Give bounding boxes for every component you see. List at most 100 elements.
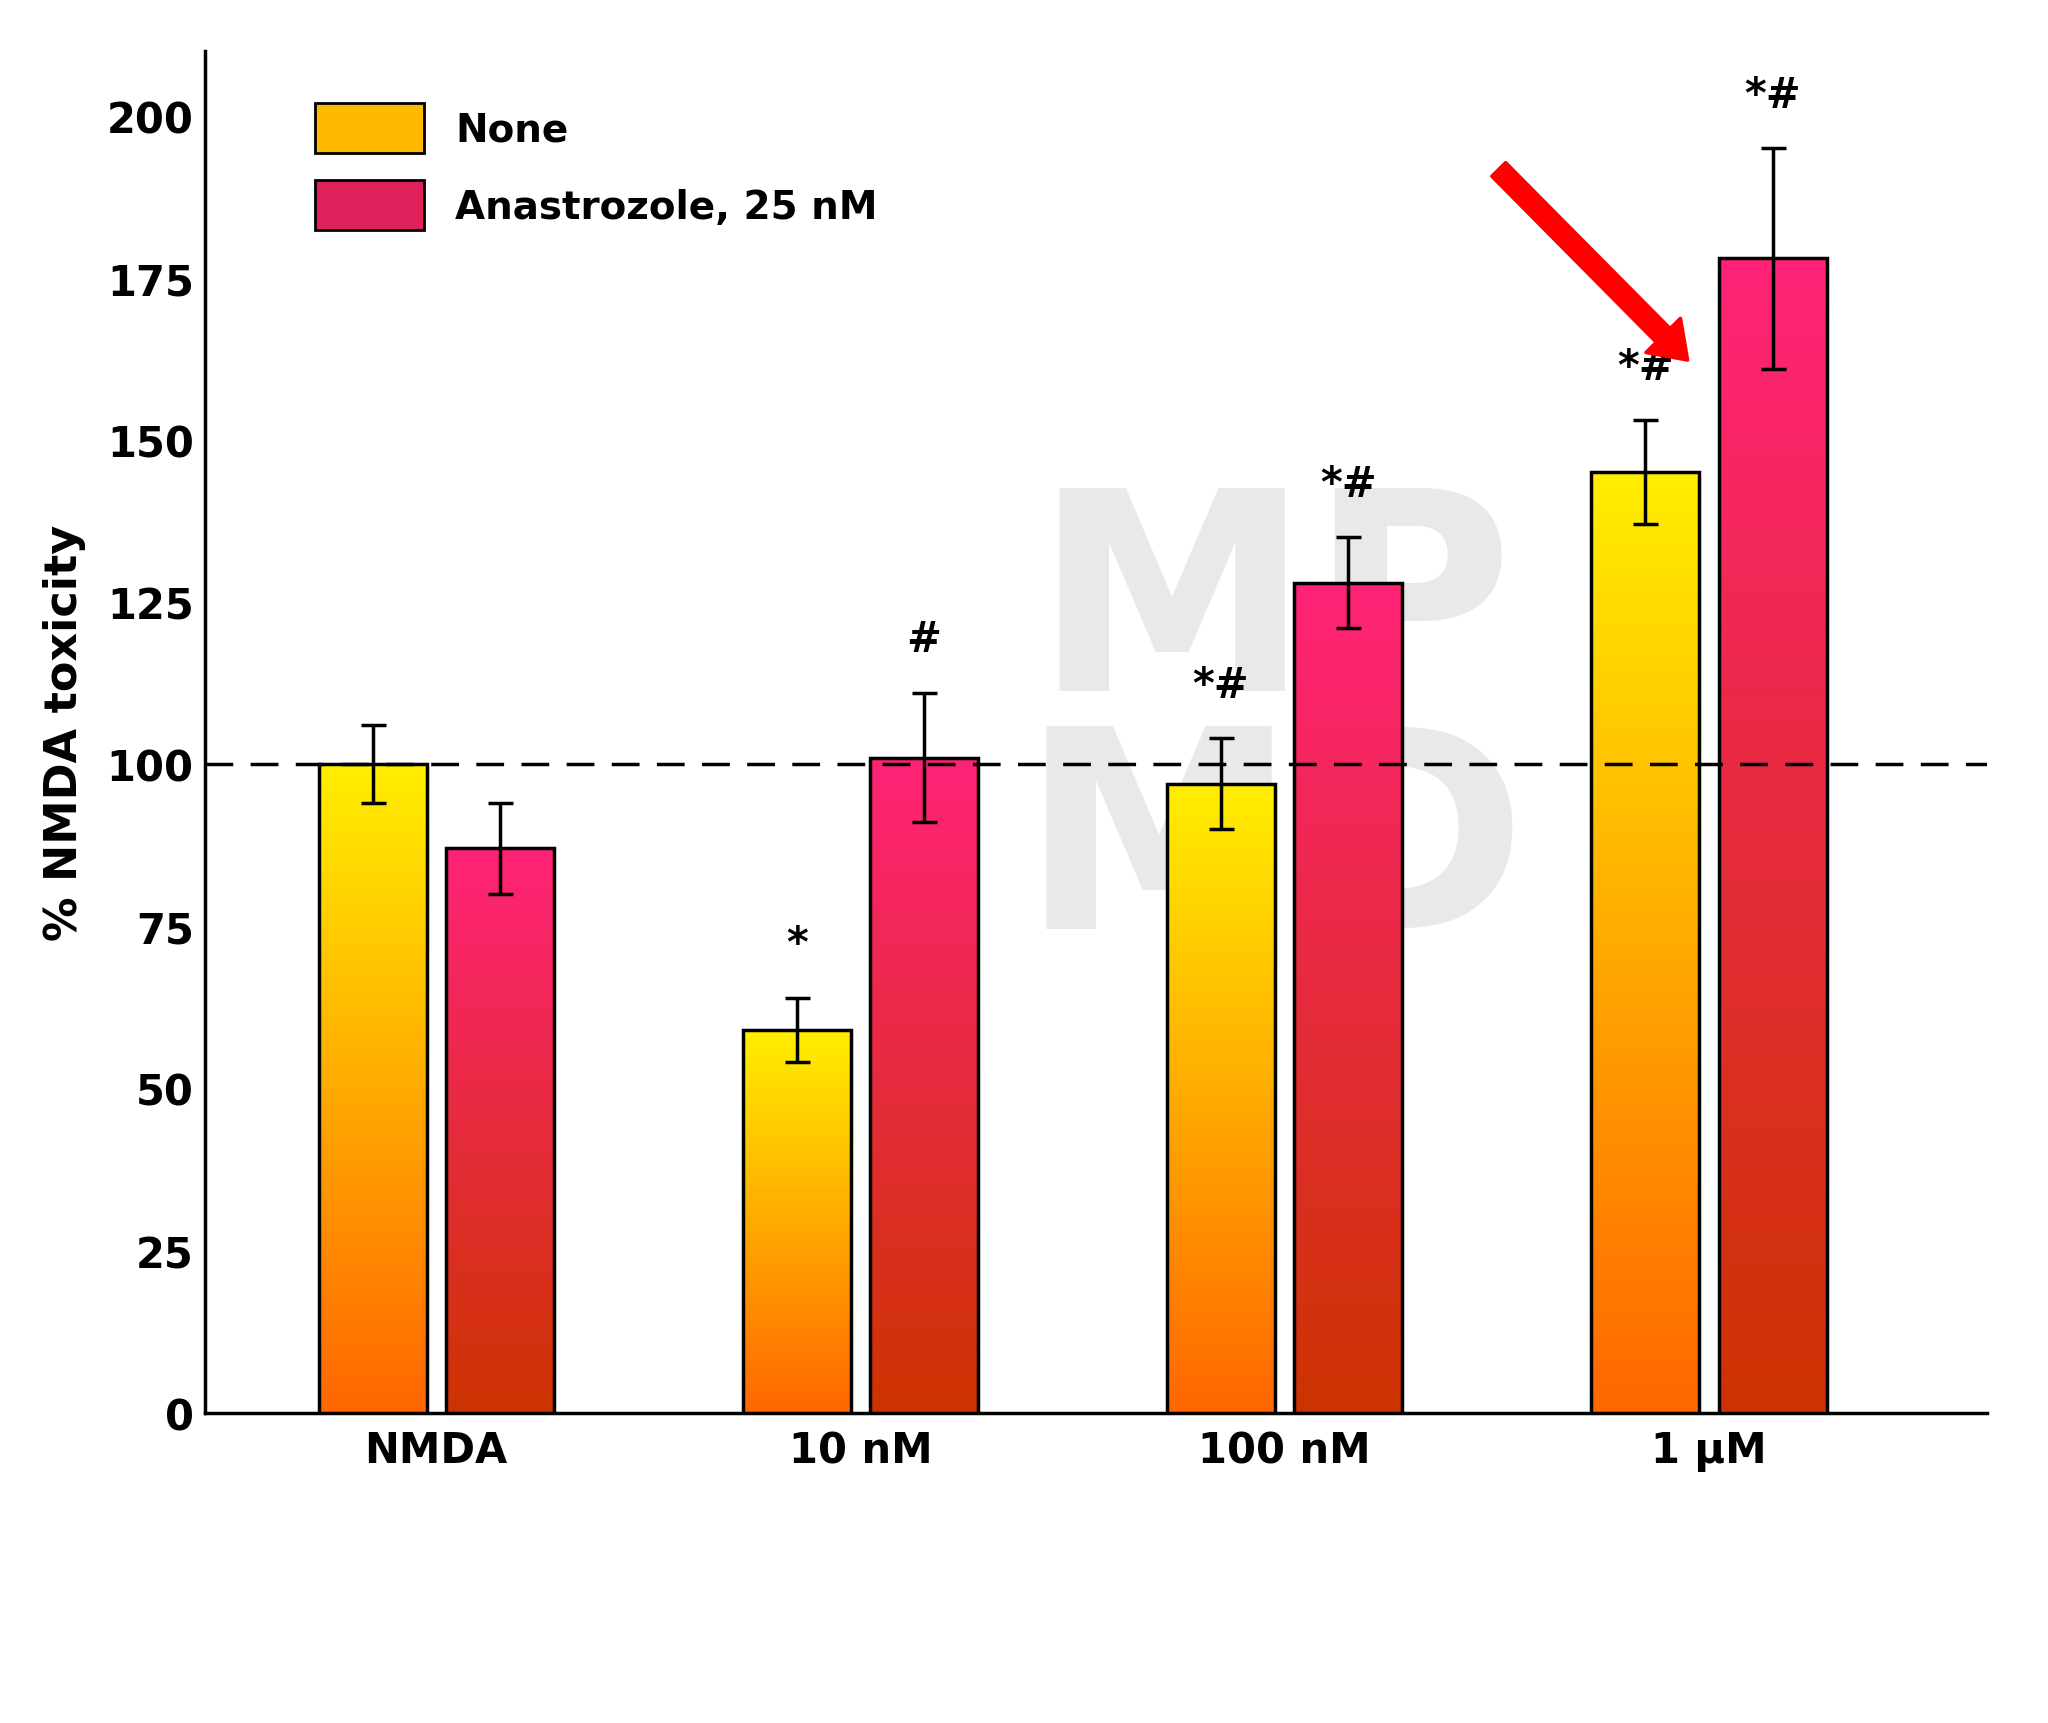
Bar (1167, 820, 1276, 822)
Bar (1167, 1392, 1276, 1394)
Bar (446, 1158, 553, 1160)
Bar (1591, 1237, 1700, 1241)
Bar (1167, 999, 1276, 1003)
Bar (1591, 830, 1700, 834)
Bar (1294, 1006, 1403, 1010)
Bar (1591, 751, 1700, 755)
Bar (319, 1373, 426, 1377)
Bar (319, 1359, 426, 1361)
Bar (446, 910, 553, 911)
Bar (1167, 1323, 1276, 1325)
Bar (870, 1048, 979, 1051)
Bar (1167, 913, 1276, 917)
Bar (446, 849, 553, 1413)
Bar (1294, 1340, 1403, 1344)
Bar (319, 955, 426, 956)
Bar (1167, 805, 1276, 806)
Bar (319, 1404, 426, 1406)
Bar (446, 1199, 553, 1201)
Bar (1294, 617, 1403, 619)
Bar (319, 961, 426, 963)
Bar (1591, 958, 1700, 961)
Bar (1591, 539, 1700, 543)
Bar (870, 1306, 979, 1308)
Bar (319, 1020, 426, 1022)
Bar (1167, 1291, 1276, 1294)
Bar (1294, 1180, 1403, 1184)
Bar (319, 1144, 426, 1148)
Bar (319, 1406, 426, 1408)
Bar (446, 1320, 553, 1323)
Bar (319, 1225, 426, 1227)
Bar (446, 1254, 553, 1256)
Bar (1591, 786, 1700, 789)
Bar (1294, 1142, 1403, 1144)
Bar (446, 1034, 553, 1036)
Bar (1167, 1056, 1276, 1058)
Bar (1591, 765, 1700, 767)
Bar (446, 915, 553, 917)
Bar (1718, 882, 1827, 886)
Bar (1294, 1203, 1403, 1206)
Bar (446, 1048, 553, 1049)
Bar (319, 1285, 426, 1287)
Bar (1591, 1161, 1700, 1165)
Bar (319, 1053, 426, 1054)
Bar (1591, 1053, 1700, 1056)
Bar (870, 1396, 979, 1397)
Bar (870, 846, 979, 848)
Bar (1167, 1382, 1276, 1384)
Bar (1167, 1387, 1276, 1390)
Bar (319, 1168, 426, 1172)
Bar (1591, 551, 1700, 555)
Bar (1294, 1216, 1403, 1220)
Bar (446, 1401, 553, 1404)
Bar (446, 1335, 553, 1337)
Bar (1718, 967, 1827, 970)
Bar (1591, 843, 1700, 846)
Bar (1718, 493, 1827, 498)
Bar (446, 1311, 553, 1313)
Bar (446, 936, 553, 937)
Bar (319, 999, 426, 1003)
Bar (446, 927, 553, 930)
Bar (870, 1197, 979, 1199)
Bar (319, 911, 426, 913)
Bar (319, 1397, 426, 1399)
Bar (1591, 1061, 1700, 1065)
Bar (1591, 817, 1700, 820)
Bar (1167, 1080, 1276, 1082)
Bar (1294, 1079, 1403, 1080)
Bar (1167, 1065, 1276, 1067)
Bar (1167, 879, 1276, 880)
Bar (1294, 786, 1403, 787)
Bar (1294, 768, 1403, 772)
Bar (1167, 960, 1276, 961)
Bar (1591, 1313, 1700, 1316)
Bar (446, 1118, 553, 1120)
Bar (1718, 343, 1827, 348)
Bar (1591, 1265, 1700, 1268)
Bar (870, 1173, 979, 1175)
Bar (870, 1101, 979, 1103)
Bar (319, 1118, 426, 1122)
Bar (319, 1132, 426, 1134)
Bar (446, 1313, 553, 1315)
Bar (1718, 1385, 1827, 1390)
Bar (446, 1334, 553, 1335)
Bar (1167, 1328, 1276, 1332)
Bar (1718, 632, 1827, 636)
Bar (446, 963, 553, 965)
Bar (870, 772, 979, 774)
Bar (1591, 1359, 1700, 1363)
Bar (1167, 1394, 1276, 1396)
Bar (870, 1332, 979, 1334)
Bar (1167, 836, 1276, 839)
Bar (319, 1194, 426, 1197)
Bar (1591, 491, 1700, 495)
Bar (1294, 1318, 1403, 1322)
Bar (319, 1182, 426, 1184)
Bar (1294, 1280, 1403, 1284)
Bar (1591, 679, 1700, 682)
Bar (1294, 946, 1403, 948)
